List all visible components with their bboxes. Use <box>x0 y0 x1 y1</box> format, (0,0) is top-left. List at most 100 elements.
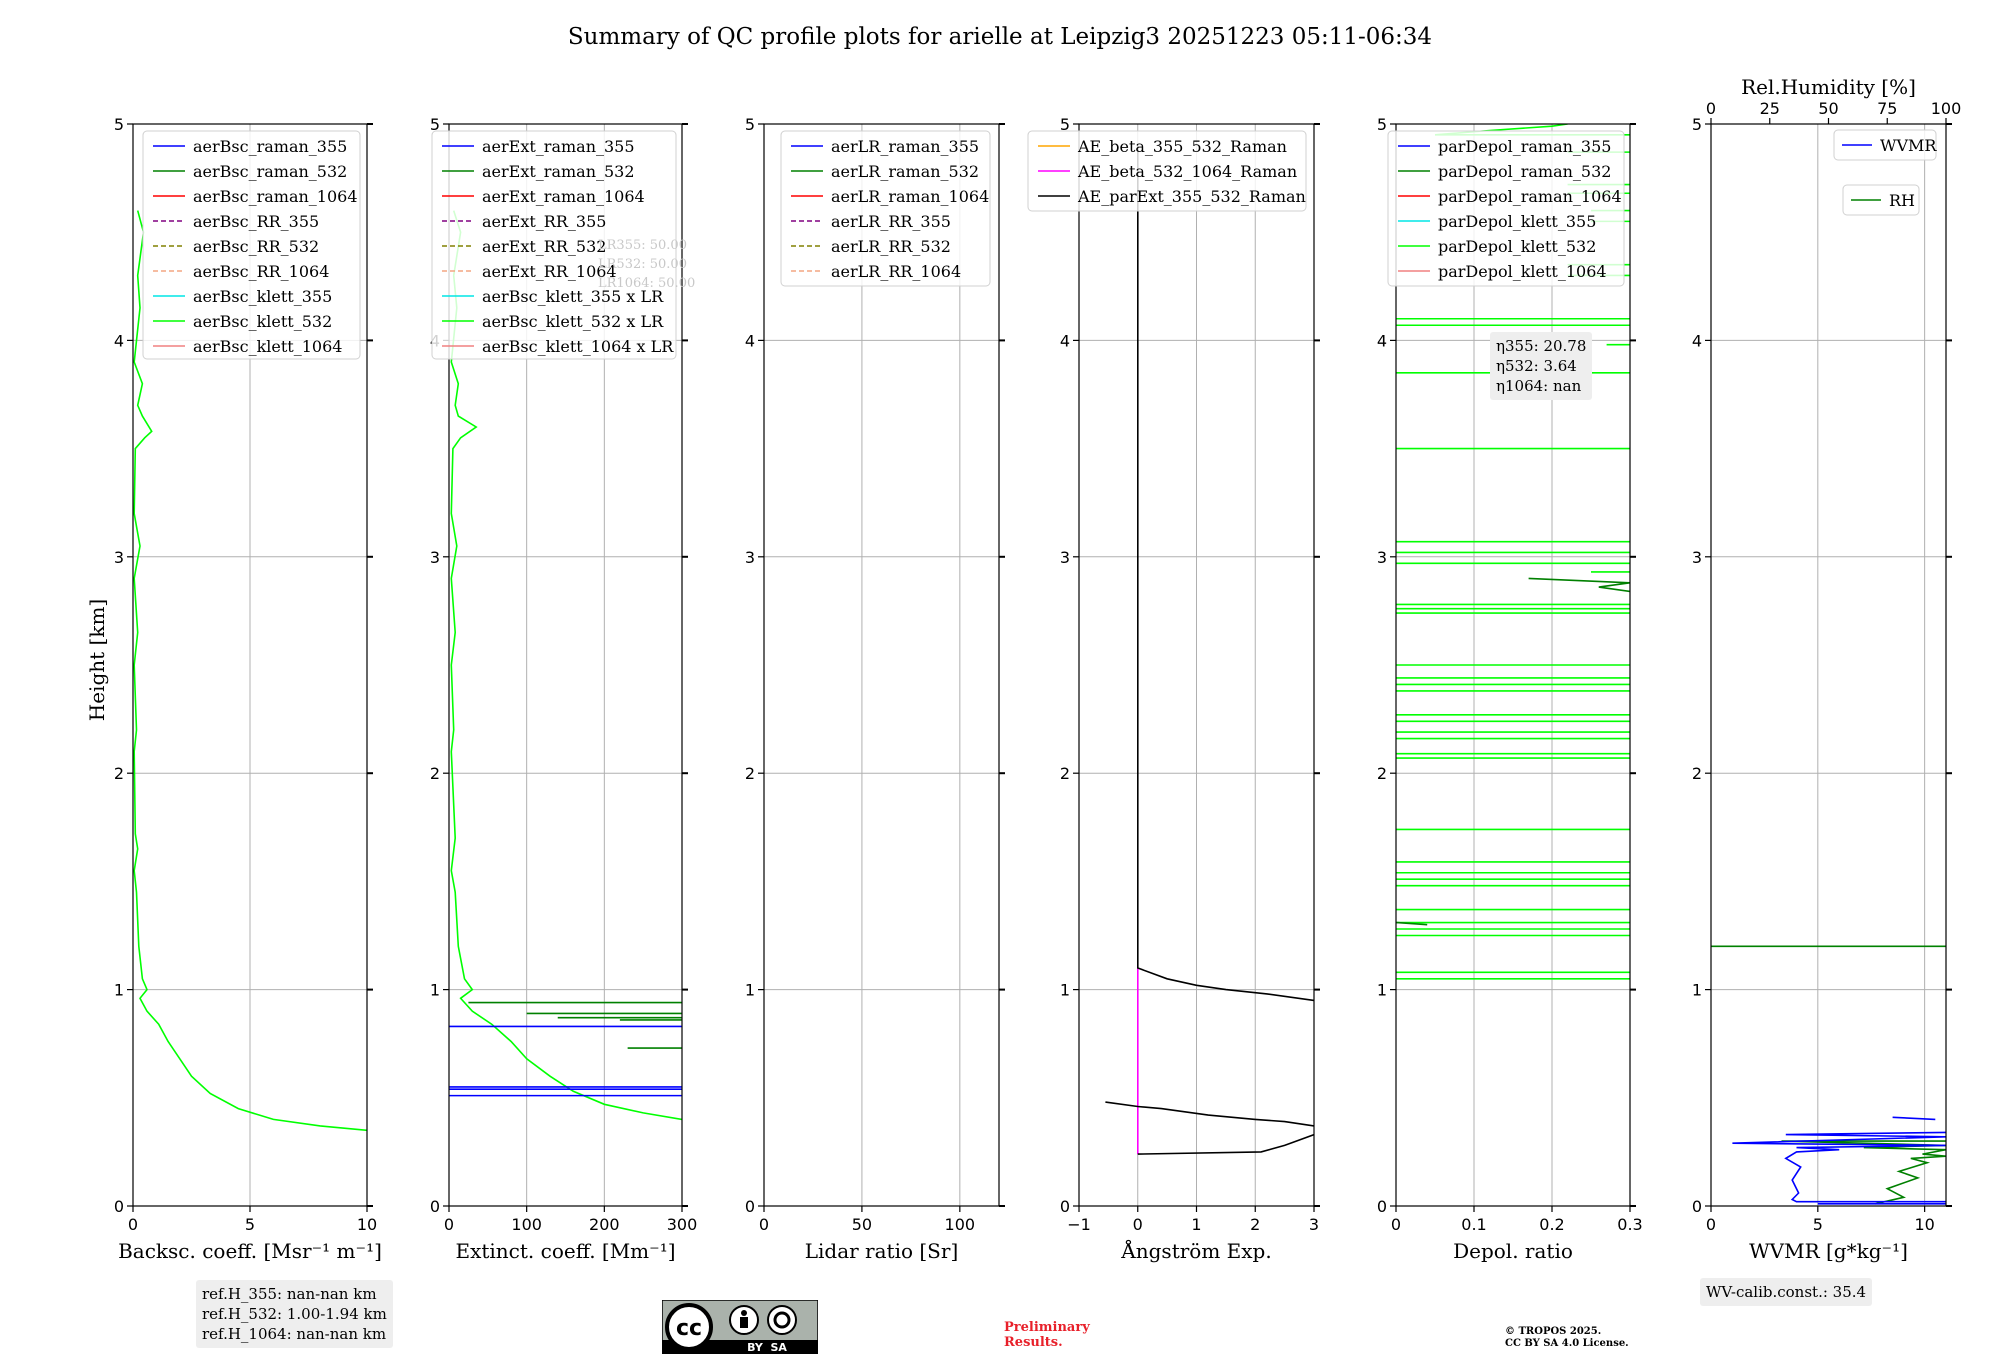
legend-label: aerBsc_klett_1064 <box>193 337 342 356</box>
x-tick-label: −1 <box>1067 1215 1091 1234</box>
chart-depol: 0 0.1 0.2 0.3 0 1 2 3 4 5 Depol. ratio parDepol_ram… <box>1377 115 1643 1263</box>
y-tick-label: 3 <box>1377 548 1387 567</box>
y-axis-label: Height [km] <box>85 599 109 721</box>
y-tick-label: 0 <box>430 1197 440 1216</box>
lidar-ratio-value: LR532: 50.00 <box>598 257 687 272</box>
y-tick-label: 1 <box>430 981 440 1000</box>
wv-calib-constant: WV-calib.const.: 35.4 <box>1706 1283 1867 1301</box>
x-axis-label: WVMR [g*kg⁻¹] <box>1749 1239 1908 1263</box>
x-tick-label: 0 <box>128 1215 138 1234</box>
legend-label: AE_beta_532_1064_Raman <box>1077 162 1297 181</box>
legend-box <box>1387 130 1625 287</box>
cc-by-sa-badge: cc BY SA <box>662 1300 818 1354</box>
legend: aerLR_raman_355 aerLR_raman_532 aerLR_rama… <box>780 130 991 287</box>
legend-label: aerBsc_raman_355 <box>193 137 347 156</box>
plot-area <box>1396 124 1630 980</box>
preliminary-line-2: Results. <box>1004 1335 1063 1350</box>
y-tick-label: 1 <box>1692 981 1702 1000</box>
y-tick-label: 3 <box>114 548 124 567</box>
legend-label: parDepol_klett_532 <box>1438 237 1596 256</box>
x-tick-label: 0.3 <box>1617 1215 1642 1234</box>
y-tick-label: 4 <box>114 331 124 350</box>
series-AE_parExt_355_532_Raman_b <box>1105 1101 1314 1127</box>
series-WVMR_b <box>1732 1131 1946 1203</box>
preliminary-note: Preliminary Results. <box>1004 1320 1090 1350</box>
legend-label: aerBsc_klett_355 <box>193 287 332 306</box>
legend-label: aerLR_RR_1064 <box>831 262 961 281</box>
y-tick-label: 0 <box>1692 1197 1702 1216</box>
top-x-tick-label: 0 <box>1706 99 1716 118</box>
x-tick-label: 10 <box>1914 1215 1934 1234</box>
legend-label: aerExt_RR_355 <box>482 212 606 231</box>
legend-label: aerBsc_RR_1064 <box>193 262 329 281</box>
top-x-tick-label: 50 <box>1818 99 1838 118</box>
legend-label: aerBsc_klett_1064 x LR <box>482 337 674 356</box>
legend-label: parDepol_klett_1064 <box>1438 262 1607 281</box>
copyright-line-2: CC BY SA 4.0 License. <box>1505 1338 1629 1349</box>
ref-height-1064: ref.H_1064: nan-nan km <box>202 1325 387 1343</box>
legend-box <box>780 130 991 287</box>
y-tick-label: 2 <box>114 764 124 783</box>
y-tick-label: 5 <box>430 115 440 134</box>
x-tick-label: 300 <box>667 1215 698 1234</box>
legend-label: parDepol_raman_532 <box>1438 162 1611 181</box>
y-tick-label: 1 <box>1377 981 1387 1000</box>
x-tick-label: 0.1 <box>1461 1215 1486 1234</box>
legend-rh: RH <box>1842 184 1920 216</box>
legend-label: aerExt_raman_1064 <box>482 187 645 206</box>
eta-532: η532: 3.64 <box>1496 357 1577 375</box>
y-tick-label: 0 <box>1377 1197 1387 1216</box>
axes-frame <box>1395 123 1631 1207</box>
y-tick-label: 5 <box>1692 115 1702 134</box>
legend-label: AE_parExt_355_532_Raman <box>1077 187 1306 206</box>
y-tick-label: 2 <box>745 764 755 783</box>
legend-label: WVMR <box>1880 136 1937 155</box>
chart-ext: 0100200300012345Extinct. coeff. [Mm⁻¹]ae… <box>430 115 697 1263</box>
legend: aerBsc_raman_355 aerBsc_raman_532 aerBsc_r… <box>142 130 361 360</box>
y-tick-label: 5 <box>745 115 755 134</box>
x-axis-label: Lidar ratio [Sr] <box>805 1239 959 1263</box>
y-tick-label: 0 <box>114 1197 124 1216</box>
plot-area <box>1711 945 1946 1205</box>
x-tick-label: 100 <box>511 1215 542 1234</box>
series-RH_b <box>1781 1140 1946 1205</box>
ref-height-355: ref.H_355: nan-nan km <box>202 1285 377 1303</box>
y-tick-label: 4 <box>1692 331 1702 350</box>
legend-label: aerBsc_klett_355 x LR <box>482 287 664 306</box>
y-tick-label: 5 <box>1060 115 1070 134</box>
x-axis-label: Extinct. coeff. [Mm⁻¹] <box>455 1239 675 1263</box>
y-tick-label: 5 <box>1377 115 1387 134</box>
lidar-ratio-value: LR355: 50.00 <box>598 238 687 253</box>
x-tick-label: 0.2 <box>1539 1215 1564 1234</box>
series-parDepol_raman_532_b <box>1396 921 1428 926</box>
legend-label: aerLR_raman_355 <box>831 137 979 156</box>
x-tick-label: 200 <box>589 1215 620 1234</box>
copyright-note: © TROPOS 2025. CC BY SA 4.0 License. <box>1505 1326 1629 1350</box>
x-tick-label: 2 <box>1250 1215 1260 1234</box>
cc-badge-label: cc <box>676 1316 702 1341</box>
y-tick-label: 2 <box>1060 764 1070 783</box>
x-tick-label: 3 <box>1309 1215 1319 1234</box>
x-axis-label: Ångström Exp. <box>1120 1238 1271 1263</box>
eta-box: η355: 20.78 η532: 3.64 η1064: nan <box>1490 332 1593 400</box>
series-AE_parExt_355_532_Raman <box>1137 145 1314 1002</box>
legend-label: parDepol_raman_1064 <box>1438 187 1622 206</box>
lidar-ratio-annotation: LR355: 50.00 LR532: 50.00 LR1064: 50.00 <box>598 238 695 291</box>
y-tick-label: 3 <box>1060 548 1070 567</box>
legend-label: RH <box>1889 191 1915 210</box>
legend-label: aerLR_raman_532 <box>831 162 979 181</box>
sa-icon <box>767 1305 797 1335</box>
legend-label: aerBsc_RR_355 <box>193 212 319 231</box>
legend-label: aerLR_RR_355 <box>831 212 951 231</box>
preliminary-line-1: Preliminary <box>1004 1320 1090 1335</box>
legend: aerExt_raman_355 aerExt_raman_532 aerExt_r… <box>431 130 677 360</box>
series-AE_parExt_355_532_Raman_c <box>1137 1133 1314 1155</box>
x-tick-label: 50 <box>852 1215 872 1234</box>
x-tick-label: 0 <box>1133 1215 1143 1234</box>
y-tick-label: 2 <box>1692 764 1702 783</box>
axes-frame <box>763 123 1000 1207</box>
y-tick-label: 3 <box>1692 548 1702 567</box>
cc-icon <box>665 1303 713 1351</box>
eta-1064: η1064: nan <box>1496 377 1582 395</box>
